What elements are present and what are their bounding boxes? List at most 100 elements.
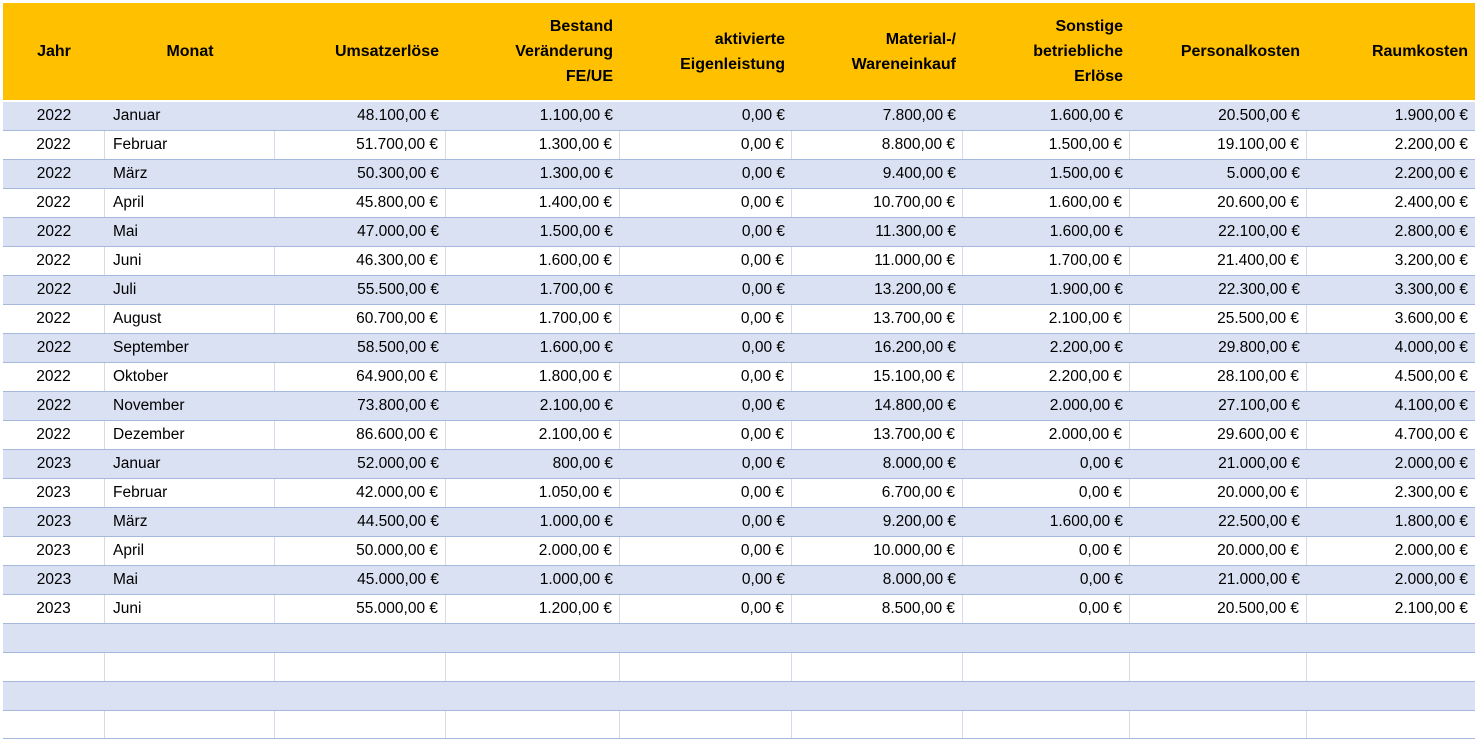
cell-aktivierte-eigenleistung[interactable]: 0,00 € — [620, 595, 792, 623]
cell-raumkosten[interactable]: 4.500,00 € — [1394, 368, 1468, 385]
cell-jahr[interactable]: 2022 — [3, 305, 105, 333]
cell-monat[interactable]: Dezember — [105, 421, 275, 449]
cell-personalkosten[interactable]: 20.600,00 € — [1130, 189, 1307, 217]
cell-monat[interactable] — [105, 711, 275, 738]
cell-aktivierte-eigenleistung[interactable]: 0,00 € — [741, 513, 785, 530]
cell-raumkosten[interactable]: 3.300,00 € — [1394, 281, 1468, 298]
column-header-material-wareneinkauf[interactable]: Material-/ Wareneinkauf — [851, 30, 956, 73]
cell-umsatzerloese[interactable] — [275, 624, 446, 652]
cell-umsatzerloese[interactable]: 50.000,00 € — [275, 537, 446, 565]
cell-umsatzerloese[interactable]: 45.800,00 € — [275, 189, 446, 217]
cell-aktivierte-eigenleistung[interactable]: 0,00 € — [741, 339, 785, 356]
cell-bestand-veraenderung[interactable]: 2.000,00 € — [446, 537, 620, 565]
cell-sonstige-betriebliche-erloese[interactable]: 2.200,00 € — [1049, 339, 1123, 356]
cell-jahr[interactable]: 2023 — [36, 455, 72, 472]
cell-material-wareneinkauf[interactable]: 8.000,00 € — [882, 455, 956, 472]
cell-jahr[interactable]: 2023 — [36, 571, 72, 588]
cell-umsatzerloese[interactable]: 73.800,00 € — [357, 397, 439, 414]
column-header-raumkosten[interactable]: Raumkosten — [1371, 43, 1468, 60]
cell-material-wareneinkauf[interactable] — [792, 653, 963, 681]
cell-aktivierte-eigenleistung[interactable]: 0,00 € — [620, 421, 792, 449]
cell-bestand-veraenderung[interactable]: 1.050,00 € — [446, 479, 620, 507]
cell-sonstige-betriebliche-erloese[interactable]: 1.600,00 € — [1049, 223, 1123, 240]
cell-monat[interactable] — [105, 624, 275, 652]
cell-personalkosten[interactable]: 29.800,00 € — [1218, 339, 1300, 356]
cell-bestand-veraenderung[interactable]: 800,00 € — [552, 455, 613, 472]
cell-personalkosten[interactable]: 27.100,00 € — [1218, 397, 1300, 414]
cell-material-wareneinkauf[interactable]: 9.200,00 € — [882, 513, 956, 530]
cell-material-wareneinkauf[interactable]: 11.000,00 € — [792, 247, 963, 275]
cell-sonstige-betriebliche-erloese[interactable]: 1.600,00 € — [1049, 107, 1123, 124]
cell-bestand-veraenderung[interactable]: 1.800,00 € — [446, 363, 620, 391]
cell-personalkosten[interactable] — [1130, 624, 1307, 652]
cell-personalkosten[interactable]: 20.000,00 € — [1130, 537, 1307, 565]
cell-material-wareneinkauf[interactable]: 7.800,00 € — [882, 107, 956, 124]
column-header-jahr[interactable]: Jahr — [37, 43, 71, 60]
cell-material-wareneinkauf[interactable]: 8.500,00 € — [792, 595, 963, 623]
cell-bestand-veraenderung[interactable]: 2.100,00 € — [539, 397, 613, 414]
cell-monat[interactable]: Januar — [113, 455, 161, 472]
cell-sonstige-betriebliche-erloese[interactable]: 2.000,00 € — [963, 421, 1130, 449]
cell-monat[interactable]: November — [113, 397, 185, 414]
cell-umsatzerloese[interactable] — [275, 682, 446, 710]
cell-sonstige-betriebliche-erloese[interactable]: 0,00 € — [963, 595, 1130, 623]
cell-material-wareneinkauf[interactable] — [792, 711, 963, 738]
cell-umsatzerloese[interactable]: 51.700,00 € — [275, 131, 446, 159]
cell-jahr[interactable]: 2022 — [36, 281, 72, 298]
cell-bestand-veraenderung[interactable]: 1.100,00 € — [539, 107, 613, 124]
cell-monat[interactable]: Juni — [105, 247, 275, 275]
cell-umsatzerloese[interactable]: 86.600,00 € — [275, 421, 446, 449]
column-header-umsatzerloese[interactable]: Umsatzerlöse — [334, 43, 439, 60]
cell-aktivierte-eigenleistung[interactable]: 0,00 € — [741, 165, 785, 182]
cell-material-wareneinkauf[interactable]: 8.000,00 € — [882, 571, 956, 588]
cell-raumkosten[interactable]: 2.100,00 € — [1394, 600, 1468, 617]
cell-jahr[interactable]: 2023 — [3, 479, 105, 507]
cell-bestand-veraenderung[interactable]: 1.500,00 € — [539, 223, 613, 240]
cell-umsatzerloese[interactable]: 47.000,00 € — [357, 223, 439, 240]
cell-raumkosten[interactable]: 2.200,00 € — [1394, 165, 1468, 182]
cell-raumkosten[interactable] — [1307, 624, 1475, 652]
cell-material-wareneinkauf[interactable]: 8.800,00 € — [792, 131, 963, 159]
cell-monat[interactable]: Januar — [113, 107, 161, 124]
cell-umsatzerloese[interactable]: 55.500,00 € — [357, 281, 439, 298]
cell-sonstige-betriebliche-erloese[interactable]: 2.200,00 € — [963, 363, 1130, 391]
cell-bestand-veraenderung[interactable]: 1.000,00 € — [539, 571, 613, 588]
cell-bestand-veraenderung[interactable]: 2.100,00 € — [446, 421, 620, 449]
cell-aktivierte-eigenleistung[interactable]: 0,00 € — [620, 537, 792, 565]
cell-jahr[interactable]: 2022 — [3, 131, 105, 159]
cell-aktivierte-eigenleistung[interactable] — [620, 624, 792, 652]
cell-material-wareneinkauf[interactable]: 13.200,00 € — [874, 281, 956, 298]
cell-bestand-veraenderung[interactable]: 1.200,00 € — [446, 595, 620, 623]
cell-aktivierte-eigenleistung[interactable]: 0,00 € — [620, 189, 792, 217]
cell-raumkosten[interactable]: 1.800,00 € — [1394, 513, 1468, 530]
column-header-personalkosten[interactable]: Personalkosten — [1180, 43, 1300, 60]
cell-bestand-veraenderung[interactable] — [446, 711, 620, 738]
cell-aktivierte-eigenleistung[interactable]: 0,00 € — [620, 479, 792, 507]
cell-raumkosten[interactable]: 4.100,00 € — [1394, 397, 1468, 414]
cell-sonstige-betriebliche-erloese[interactable]: 1.600,00 € — [963, 189, 1130, 217]
cell-monat[interactable]: April — [105, 537, 275, 565]
cell-material-wareneinkauf[interactable]: 13.700,00 € — [792, 421, 963, 449]
cell-raumkosten[interactable] — [1307, 653, 1475, 681]
cell-bestand-veraenderung[interactable] — [446, 653, 620, 681]
cell-umsatzerloese[interactable]: 64.900,00 € — [275, 363, 446, 391]
cell-personalkosten[interactable]: 25.500,00 € — [1130, 305, 1307, 333]
cell-material-wareneinkauf[interactable]: 13.700,00 € — [792, 305, 963, 333]
cell-raumkosten[interactable]: 2.400,00 € — [1394, 194, 1468, 211]
cell-sonstige-betriebliche-erloese[interactable]: 0,00 € — [963, 479, 1130, 507]
cell-aktivierte-eigenleistung[interactable]: 0,00 € — [620, 305, 792, 333]
cell-jahr[interactable]: 2022 — [36, 107, 72, 124]
cell-sonstige-betriebliche-erloese[interactable]: 1.500,00 € — [963, 131, 1130, 159]
cell-personalkosten[interactable]: 20.000,00 € — [1130, 479, 1307, 507]
cell-personalkosten[interactable]: 29.600,00 € — [1130, 421, 1307, 449]
cell-material-wareneinkauf[interactable] — [792, 624, 963, 652]
cell-sonstige-betriebliche-erloese[interactable] — [963, 653, 1130, 681]
cell-sonstige-betriebliche-erloese[interactable] — [963, 711, 1130, 738]
cell-jahr[interactable] — [3, 624, 105, 652]
cell-jahr[interactable]: 2023 — [36, 513, 72, 530]
cell-personalkosten[interactable]: 22.100,00 € — [1218, 223, 1300, 240]
cell-umsatzerloese[interactable]: 48.100,00 € — [357, 107, 439, 124]
cell-raumkosten[interactable]: 1.900,00 € — [1394, 107, 1468, 124]
cell-sonstige-betriebliche-erloese[interactable]: 1.900,00 € — [1049, 281, 1123, 298]
cell-sonstige-betriebliche-erloese[interactable]: 0,00 € — [963, 537, 1130, 565]
